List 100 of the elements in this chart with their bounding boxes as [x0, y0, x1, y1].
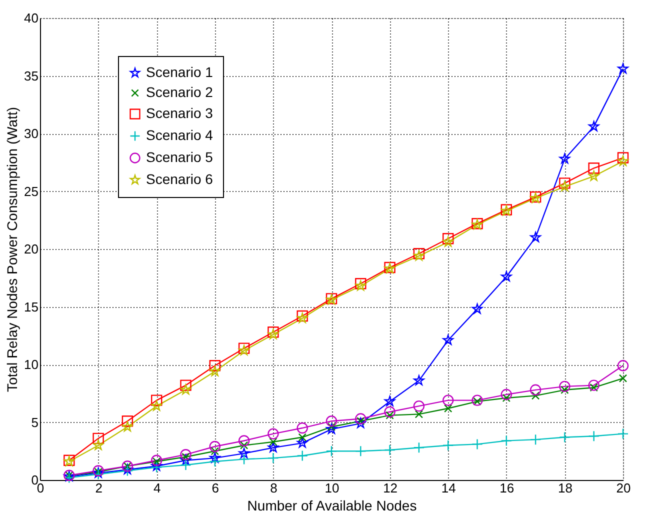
point — [617, 152, 629, 164]
point — [588, 170, 600, 181]
point — [472, 438, 483, 450]
point — [92, 432, 104, 444]
point — [180, 380, 192, 391]
point — [442, 394, 454, 406]
point — [559, 181, 570, 192]
point — [209, 440, 220, 452]
point — [210, 447, 219, 456]
point — [384, 444, 396, 456]
point — [500, 388, 512, 400]
point — [298, 433, 306, 442]
point — [209, 360, 220, 372]
y-tick-label: 5 — [31, 414, 38, 430]
point — [238, 435, 250, 446]
point — [296, 422, 308, 434]
point — [210, 366, 220, 376]
point — [180, 384, 192, 395]
y-tick-label: 25 — [24, 184, 38, 199]
point — [209, 456, 220, 468]
point — [269, 438, 278, 446]
point — [530, 434, 542, 446]
point — [442, 440, 454, 451]
point — [238, 448, 250, 458]
point — [473, 397, 482, 406]
point — [180, 449, 192, 460]
point — [326, 446, 338, 457]
point — [151, 454, 162, 466]
point — [531, 392, 540, 400]
x-tick-label: 18 — [558, 480, 572, 496]
point — [355, 446, 366, 457]
point — [560, 386, 569, 394]
point — [500, 435, 512, 446]
y-tick-label: 40 — [24, 10, 38, 26]
point — [617, 360, 629, 372]
point — [386, 411, 394, 420]
point — [444, 404, 452, 412]
legend-label: Scenario 6 — [146, 171, 214, 187]
y-tick-label: 30 — [24, 126, 38, 141]
point — [122, 415, 134, 427]
y-tick-label: 35 — [24, 68, 38, 84]
point — [618, 63, 628, 74]
point — [618, 374, 628, 382]
point — [238, 454, 250, 465]
point — [588, 162, 600, 174]
point — [297, 312, 308, 323]
point — [238, 342, 250, 354]
legend-label: Scenario 1 — [146, 64, 214, 80]
point — [502, 394, 510, 402]
y-tick-label: 15 — [24, 299, 38, 314]
point — [413, 400, 425, 412]
x-tick-label: 4 — [153, 480, 161, 496]
x-tick-label: 12 — [383, 480, 398, 496]
y-axis-title: Total Relay Nodes Power Consumption (Watt) — [4, 106, 20, 392]
point — [297, 437, 308, 448]
point — [588, 120, 600, 132]
legend-label: Scenario 4 — [146, 127, 214, 143]
point — [501, 271, 512, 282]
point — [238, 345, 250, 356]
x-tick-label: 10 — [324, 480, 340, 496]
point — [92, 440, 104, 450]
point — [588, 380, 600, 391]
x-tick-label: 20 — [616, 480, 631, 496]
point — [590, 384, 598, 392]
point — [617, 428, 629, 440]
point — [559, 178, 570, 189]
x-tick-label: 14 — [441, 480, 456, 496]
x-tick-label: 2 — [95, 480, 102, 496]
point — [414, 375, 424, 386]
point — [122, 421, 133, 432]
point — [442, 233, 454, 244]
point — [355, 418, 366, 428]
legend-label: Scenario 3 — [146, 105, 214, 121]
point — [472, 394, 483, 406]
point — [355, 413, 366, 424]
point — [151, 394, 162, 406]
point — [442, 236, 454, 247]
y-tick-label: 10 — [24, 357, 38, 372]
point — [559, 153, 570, 164]
point — [530, 232, 541, 242]
point — [268, 428, 279, 440]
x-axis-title: Number of Available Nodes — [247, 498, 417, 514]
x-tick-label: 16 — [500, 480, 514, 496]
point — [384, 396, 396, 406]
point — [180, 459, 192, 471]
y-tick-label: 20 — [24, 242, 38, 256]
point — [414, 410, 424, 418]
x-tick-label: 6 — [212, 480, 220, 496]
point — [296, 450, 308, 462]
legend-label: Scenario 5 — [146, 149, 214, 165]
point — [413, 442, 425, 454]
point — [559, 380, 570, 392]
point — [384, 406, 396, 418]
point — [180, 454, 192, 466]
point — [588, 430, 600, 442]
point — [268, 452, 279, 464]
point — [268, 442, 279, 452]
point — [618, 156, 628, 166]
legend-label: Scenario 2 — [146, 84, 214, 100]
point — [442, 334, 454, 345]
